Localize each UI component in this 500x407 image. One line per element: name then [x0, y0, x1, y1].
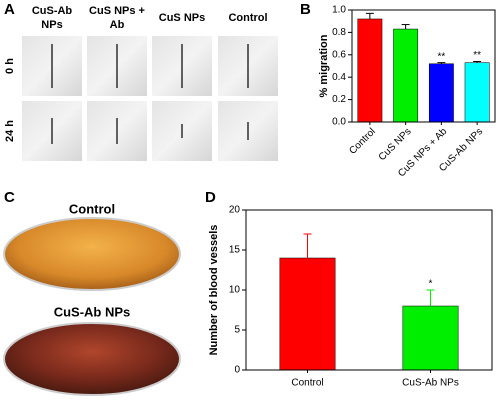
row-label: 0 h: [4, 58, 16, 74]
bar: [357, 18, 383, 123]
y-axis-label: Number of blood vessels: [208, 225, 220, 356]
plot-frame: [245, 209, 493, 371]
photo-caption: Control: [69, 201, 115, 216]
photo: [3, 322, 181, 396]
y-tick-label: 0.4: [332, 72, 346, 83]
y-tick-label: 20: [229, 205, 241, 216]
y-tick-label: 0.8: [332, 27, 346, 38]
y-tick-label: 10: [229, 285, 241, 296]
gap-arrows: [51, 44, 249, 144]
plot-frame: [351, 9, 496, 123]
significance-mark: *: [429, 279, 433, 290]
x-tick-label: CuS-Ab NPs: [402, 378, 459, 389]
x-tick-label: Control: [291, 378, 323, 389]
column-label: Control: [228, 12, 267, 24]
panel-label: B: [300, 1, 311, 18]
panel-label: C: [4, 189, 15, 206]
x-tick-label: CuS NPs: [377, 126, 414, 163]
y-tick-label: 0.2: [332, 94, 346, 105]
column-label: CuS NPs: [159, 12, 205, 24]
column-label: NPs: [41, 19, 62, 31]
y-tick-label: 0.6: [332, 49, 346, 60]
photo-caption: CuS-Ab NPs: [54, 304, 131, 319]
column-label: CuS NPs +: [89, 5, 145, 17]
y-tick-label: 15: [229, 245, 241, 256]
bar: [428, 63, 454, 123]
significance-mark: **: [437, 51, 445, 62]
y-axis-label: % migration: [318, 34, 330, 97]
y-tick-label: 0.0: [332, 117, 346, 128]
bar: [393, 28, 419, 123]
significance-mark: **: [473, 50, 481, 61]
column-label: CuS-Ab: [32, 5, 73, 17]
panel-label: A: [4, 1, 15, 18]
x-tick-label: Control: [347, 126, 378, 157]
panel-label: D: [205, 189, 216, 206]
y-tick-label: 1.0: [332, 5, 346, 16]
column-label: Ab: [110, 19, 125, 31]
y-tick-label: 5: [234, 325, 240, 336]
y-tick-label: 0: [234, 365, 240, 376]
bar: [279, 257, 336, 371]
row-label: 24 h: [4, 120, 16, 142]
micrographs: [22, 36, 278, 161]
bar: [402, 305, 459, 371]
bar: [464, 62, 490, 123]
photo: [3, 217, 181, 291]
